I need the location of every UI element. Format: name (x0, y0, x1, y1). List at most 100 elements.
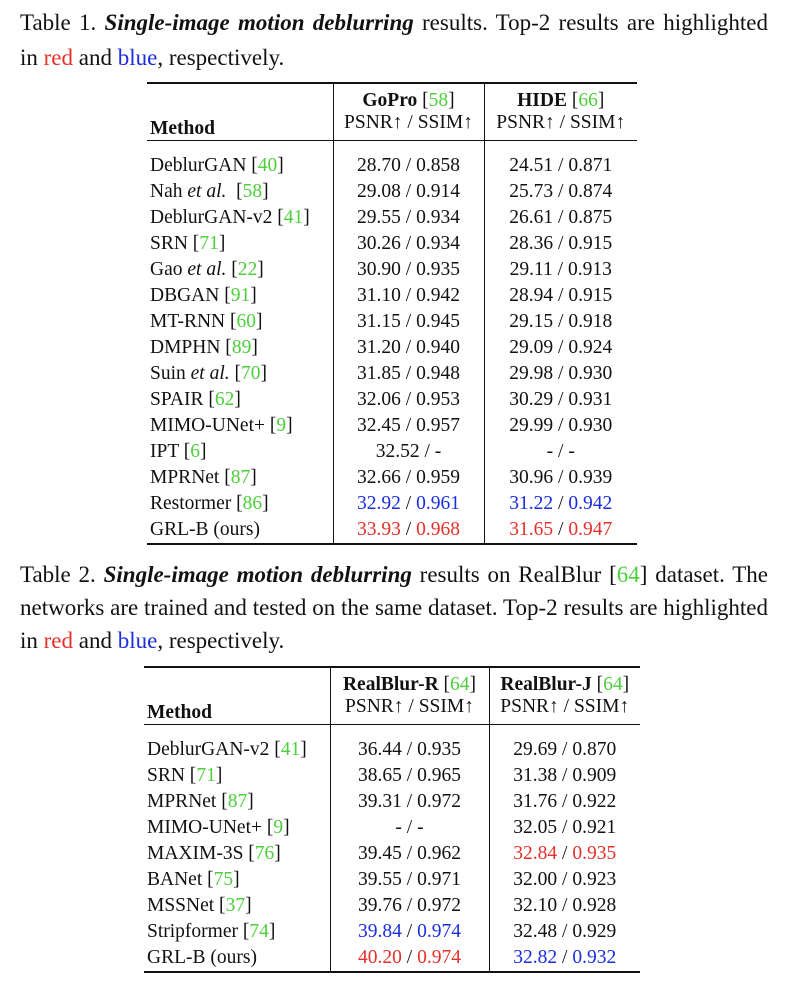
text-run: 32.84 (513, 843, 558, 864)
text-run: 38.65 / 0.965 (358, 765, 461, 786)
text-run: red (43, 45, 74, 70)
text-run: Single-image motion deblurring (104, 10, 414, 35)
text-run: SRN [ (147, 765, 197, 786)
text-run: 0.968 (416, 519, 460, 540)
value-cell: 29.09 / 0.924 (483, 335, 637, 361)
text-run: 29.98 / 0.930 (509, 363, 613, 384)
text-run: , respectively. (157, 45, 285, 70)
value-cell: 31.76 / 0.922 (488, 789, 640, 815)
citation: 40 (257, 155, 278, 176)
text-run: Table 1. (20, 10, 105, 35)
citation: 75 (213, 869, 234, 890)
value-cell: 26.61 / 0.875 (483, 205, 637, 231)
results-table: Method GoPro [58] HIDE [66] PSNR↑ / SSIM↑ PS… (147, 82, 637, 545)
text-run: / (557, 843, 573, 864)
value-cell: 28.70 / 0.858 (332, 140, 484, 179)
text-run: [ (226, 181, 243, 202)
text-run: ] (300, 739, 307, 760)
text-run: - / - (395, 817, 424, 838)
method-cell: MIMO-UNet+ [9] (144, 815, 330, 841)
table-caption: Table 1. Single-image motion deblurring … (20, 5, 768, 75)
text-run: , respectively. (157, 628, 285, 653)
value-cell: 24.51 / 0.871 (483, 140, 637, 179)
citation: 58 (242, 181, 263, 202)
table-row: SRN [71] 38.65 / 0.965 31.38 / 0.909 (144, 763, 640, 789)
value-cell: 38.65 / 0.965 (329, 763, 489, 789)
value-cell: 30.96 / 0.939 (483, 465, 637, 491)
value-cell: - / - (329, 815, 489, 841)
value-cell: 29.11 / 0.913 (483, 257, 637, 283)
value-cell: 28.94 / 0.915 (483, 283, 637, 309)
text-run: ] (622, 674, 630, 695)
text-run: / (400, 519, 417, 540)
text-run: 32.00 / 0.923 (513, 869, 617, 890)
text-run: 36.44 / 0.935 (358, 739, 461, 760)
text-run: 0.974 (417, 947, 461, 968)
method-cell: Stripformer [74] (144, 919, 330, 945)
value-cell: 40.20 / 0.974 (329, 945, 489, 972)
table-row: Gao et al. [22] 30.90 / 0.935 29.11 / 0.91… (147, 257, 637, 283)
text-run: ] (262, 493, 269, 514)
text-run: ] (218, 233, 226, 254)
text-run: 31.15 / 0.945 (357, 311, 460, 332)
text-run: [ (591, 674, 604, 695)
text-run: 29.11 / 0.913 (509, 259, 612, 280)
text-run: MAXIM-3S [ (147, 843, 255, 864)
text-run: 28.94 / 0.915 (509, 285, 613, 306)
table-row: MPRNet [87] 32.66 / 0.959 30.96 / 0.939 (147, 465, 637, 491)
header-cell: PSNR↑ / SSIM↑ (483, 112, 637, 141)
value-cell: 32.52 / - (332, 439, 484, 465)
text-run: 29.15 / 0.918 (509, 311, 613, 332)
header-row: Method RealBlur-R [64] RealBlur-J [64] (144, 667, 640, 725)
citation: 71 (196, 765, 216, 786)
text-run: and (73, 628, 118, 653)
citation: 66 (578, 90, 598, 111)
text-run: ] (260, 363, 268, 384)
table-row: MPRNet [87] 39.31 / 0.972 31.76 / 0.922 (144, 789, 640, 815)
citation: 62 (214, 389, 235, 410)
text-run: 29.99 / 0.930 (509, 415, 613, 436)
text-run: blue (117, 628, 158, 653)
table-row: MAXIM-3S [76] 39.45 / 0.962 32.84 / 0.935 (144, 841, 640, 867)
method-cell: MPRNet [87] (144, 789, 330, 815)
text-run: 32.05 / 0.921 (513, 817, 617, 838)
text-run: blue (117, 45, 158, 70)
text-run: / (557, 947, 573, 968)
table-row: Stripformer [74] 39.84 / 0.974 32.48 / 0.9… (144, 919, 640, 945)
text-run: et al. (190, 363, 230, 384)
method-cell: BANet [75] (144, 867, 330, 893)
value-cell: 39.45 / 0.962 (329, 841, 489, 867)
text-run: 31.38 / 0.909 (513, 765, 617, 786)
text-run: ] (250, 285, 257, 306)
header-cell: GoPro [58] (332, 83, 484, 112)
value-cell: 39.55 / 0.971 (329, 867, 489, 893)
method-cell: MSSNet [37] (144, 893, 330, 919)
method-cell: MPRNet [87] (147, 465, 333, 491)
citation: 87 (230, 467, 251, 488)
text-run: ] (200, 441, 207, 462)
header-cell: Method (147, 83, 333, 141)
text-run: 28.70 / 0.858 (357, 155, 460, 176)
method-cell: Restormer [86] (147, 491, 333, 517)
header-row: PSNR↑ / SSIM↑ PSNR↑ / SSIM↑ (147, 112, 637, 141)
value-cell: 29.55 / 0.934 (332, 205, 484, 231)
text-run: ] (268, 921, 276, 942)
text-run: ] (277, 155, 284, 176)
value-cell: 29.15 / 0.918 (483, 309, 637, 335)
text-run: [ (438, 674, 451, 695)
value-cell: 32.05 / 0.921 (488, 815, 640, 841)
text-run: MSSNet [ (147, 895, 226, 916)
text-run: 31.76 / 0.922 (513, 791, 617, 812)
header-row: Method GoPro [58] HIDE [66] (147, 83, 637, 141)
text-run: Stripformer [ (147, 921, 250, 942)
text-run: ] (448, 90, 455, 111)
text-run: 0.935 (572, 843, 617, 864)
text-run: 39.76 / 0.972 (358, 895, 461, 916)
table-row: DeblurGAN [40] 28.70 / 0.858 24.51 / 0.871 (147, 140, 637, 179)
citation: 74 (249, 921, 269, 942)
text-run: SPAIR [ (150, 389, 215, 410)
citation: 71 (199, 233, 219, 254)
text-run: 39.45 / 0.962 (358, 843, 461, 864)
text-run: 32.52 / - (375, 441, 442, 462)
